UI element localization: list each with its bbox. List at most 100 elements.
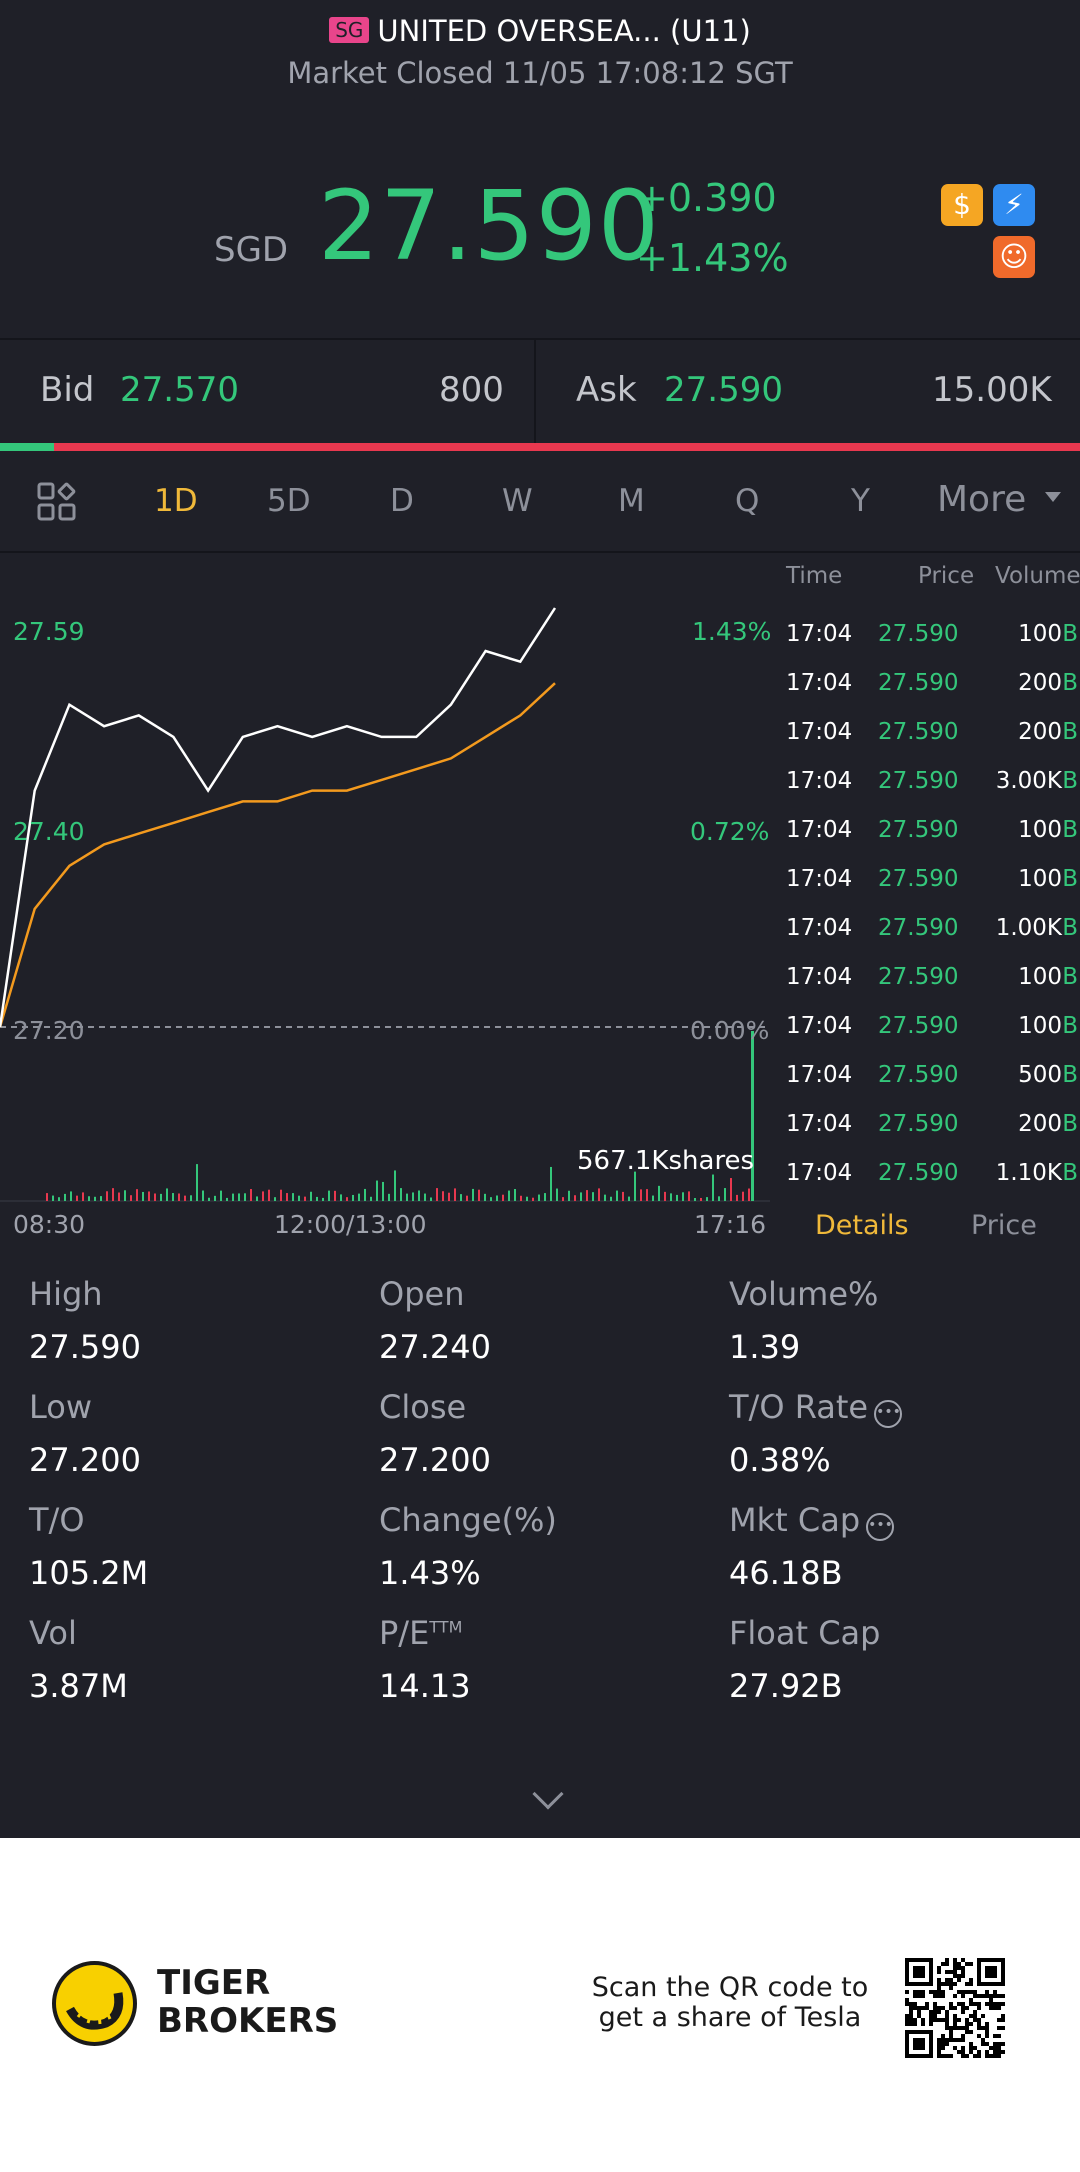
volume-bar <box>724 1188 726 1201</box>
qr-module <box>997 2046 1001 2050</box>
qr-module <box>973 2018 977 2022</box>
qr-module <box>965 2022 969 2026</box>
qr-module <box>985 2022 989 2026</box>
qr-module <box>937 2046 941 2050</box>
qr-module <box>981 1994 985 1998</box>
tab-price[interactable]: Price <box>971 1210 1037 1241</box>
qr-module <box>985 2054 989 2058</box>
ticker-time: 17:04 <box>786 915 853 941</box>
qr-module <box>961 2046 965 2050</box>
volume-bar <box>502 1194 504 1201</box>
promo-footer: TIGER BROKERS Scan the QR code to get a … <box>0 1838 1080 2172</box>
qr-module <box>969 1978 973 1982</box>
stat-label-pe-text: P/E <box>379 1614 430 1652</box>
tab-d[interactable]: D <box>390 483 414 519</box>
qr-module <box>985 1994 989 1998</box>
ticker-price: 27.590 <box>878 866 959 892</box>
qr-module <box>977 2018 981 2022</box>
ticker-time: 17:04 <box>786 621 853 647</box>
ticker-row: 17:04 27.590 1.10K B <box>775 1160 1080 1209</box>
qr-module <box>913 1990 917 1994</box>
stat-value-volume-pct: 1.39 <box>729 1328 801 1366</box>
currency-label: SGD <box>214 230 289 270</box>
tab-w[interactable]: W <box>502 483 533 519</box>
ticker-side: B <box>1062 1062 1078 1088</box>
info-icon[interactable]: ••• <box>874 1400 903 1428</box>
lightning-icon[interactable]: ⚡ <box>993 184 1035 226</box>
stat-value-low: 27.200 <box>29 1441 141 1479</box>
x-label-lunch: 12:00/13:00 <box>274 1210 427 1239</box>
qr-module <box>921 2006 925 2010</box>
qr-module <box>937 1994 941 1998</box>
volume-bar <box>100 1196 102 1201</box>
ticker-price: 27.590 <box>878 817 959 843</box>
qr-module <box>993 2006 997 2010</box>
qr-module <box>945 2042 949 2046</box>
volume-bar <box>406 1193 408 1201</box>
qr-module <box>993 2046 997 2050</box>
stat-label-pe: P/ETTM <box>379 1614 462 1652</box>
qr-module <box>949 2006 953 2010</box>
qr-module <box>921 2018 925 2022</box>
indicator-grid-icon[interactable] <box>37 482 77 522</box>
tab-1d[interactable]: 1D <box>154 483 198 519</box>
qr-module <box>937 1986 941 1990</box>
ticker-row: 17:04 27.590 500 B <box>775 1062 1080 1111</box>
closing-auction-volume-bar <box>751 1031 754 1201</box>
volume-bar <box>682 1192 684 1201</box>
chart-canvas[interactable] <box>0 553 775 1203</box>
qr-module <box>989 2002 993 2006</box>
volume-bar <box>508 1190 510 1201</box>
volume-bar <box>412 1192 414 1201</box>
qr-module <box>913 2006 917 2010</box>
time-and-sales[interactable]: Time Price Volume 17:04 27.590 100 B 17:04 27… <box>775 553 1080 1203</box>
tab-y[interactable]: Y <box>851 483 870 519</box>
qr-module <box>997 2006 1001 2010</box>
qr-module <box>969 2022 973 2026</box>
robot-icon[interactable]: ☺ <box>993 236 1035 278</box>
volume-bar <box>334 1190 336 1201</box>
intraday-chart[interactable]: 27.59 27.40 27.20 1.43% 0.72% 0.00% <box>0 553 775 1203</box>
tab-details[interactable]: Details <box>815 1210 909 1241</box>
qr-module <box>973 2014 977 2018</box>
stock-title[interactable]: SG UNITED OVERSEA... (U11) <box>0 14 1080 48</box>
tab-m[interactable]: M <box>618 483 645 519</box>
qr-module <box>949 1982 953 1986</box>
ticker-volume: 3.00K <box>995 768 1062 794</box>
qr-module <box>977 2026 981 2030</box>
bid-ask-bar[interactable]: Bid 27.570 800 Ask 27.590 15.00K <box>0 338 1080 445</box>
ticker-side: B <box>1062 1013 1078 1039</box>
ticker-time: 17:04 <box>786 768 853 794</box>
qr-module <box>937 2018 941 2022</box>
qr-module <box>949 1970 953 1974</box>
dollar-icon[interactable]: $ <box>941 184 983 226</box>
more-periods-button[interactable]: More <box>937 479 1027 520</box>
tab-q[interactable]: Q <box>735 483 760 519</box>
qr-module <box>913 2002 917 2006</box>
qr-module <box>929 2018 933 2022</box>
qr-module <box>941 2046 945 2050</box>
qr-module <box>961 2038 965 2042</box>
volume-bar <box>172 1193 174 1201</box>
qr-module <box>941 2018 945 2022</box>
qr-module <box>945 1982 949 1986</box>
volume-bar <box>496 1195 498 1201</box>
volume-bar <box>106 1191 108 1201</box>
qr-module <box>973 2046 977 2050</box>
chevron-down-icon[interactable] <box>1045 492 1061 502</box>
ticker-time: 17:04 <box>786 964 853 990</box>
qr-module <box>985 2042 989 2046</box>
ask-price: 27.590 <box>664 370 783 410</box>
volume-bar <box>142 1191 144 1201</box>
volume-bar <box>430 1197 432 1201</box>
info-icon[interactable]: ••• <box>866 1513 895 1541</box>
qr-module <box>933 2018 937 2022</box>
volume-bar <box>574 1195 576 1201</box>
qr-module <box>989 2054 993 2058</box>
average-price-line <box>0 682 556 1028</box>
volume-bar <box>442 1191 444 1201</box>
qr-module <box>945 2054 949 2058</box>
tab-5d[interactable]: 5D <box>267 483 311 519</box>
qr-module <box>993 2042 997 2046</box>
qr-module <box>969 1990 973 1994</box>
